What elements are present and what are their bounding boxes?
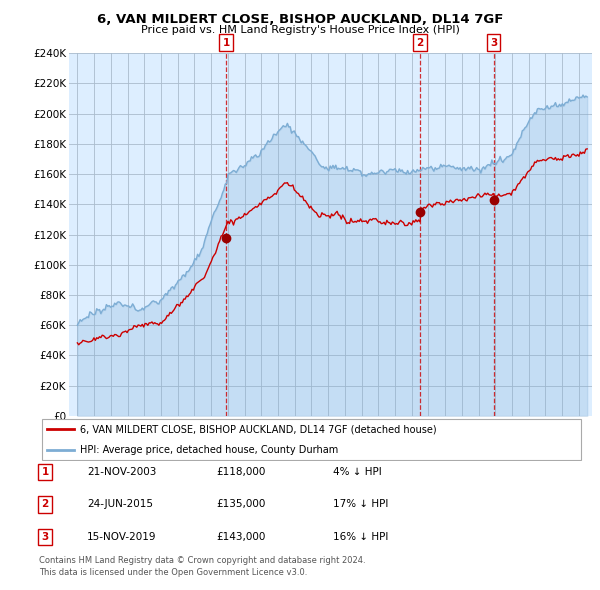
FancyBboxPatch shape <box>42 419 581 460</box>
Text: HPI: Average price, detached house, County Durham: HPI: Average price, detached house, Coun… <box>80 445 338 455</box>
Text: 2: 2 <box>41 500 49 509</box>
Text: 1: 1 <box>223 38 230 48</box>
Text: 1: 1 <box>41 467 49 477</box>
Text: 6, VAN MILDERT CLOSE, BISHOP AUCKLAND, DL14 7GF: 6, VAN MILDERT CLOSE, BISHOP AUCKLAND, D… <box>97 13 503 26</box>
Text: £143,000: £143,000 <box>216 532 265 542</box>
Text: 3: 3 <box>41 532 49 542</box>
Text: Price paid vs. HM Land Registry's House Price Index (HPI): Price paid vs. HM Land Registry's House … <box>140 25 460 35</box>
Text: 17% ↓ HPI: 17% ↓ HPI <box>333 500 388 509</box>
Text: £118,000: £118,000 <box>216 467 265 477</box>
Text: 15-NOV-2019: 15-NOV-2019 <box>87 532 157 542</box>
Text: 21-NOV-2003: 21-NOV-2003 <box>87 467 157 477</box>
Text: This data is licensed under the Open Government Licence v3.0.: This data is licensed under the Open Gov… <box>39 568 307 577</box>
Text: 6, VAN MILDERT CLOSE, BISHOP AUCKLAND, DL14 7GF (detached house): 6, VAN MILDERT CLOSE, BISHOP AUCKLAND, D… <box>80 424 437 434</box>
Text: 24-JUN-2015: 24-JUN-2015 <box>87 500 153 509</box>
Text: £135,000: £135,000 <box>216 500 265 509</box>
Text: 3: 3 <box>490 38 497 48</box>
Text: 2: 2 <box>416 38 424 48</box>
Text: 4% ↓ HPI: 4% ↓ HPI <box>333 467 382 477</box>
Text: Contains HM Land Registry data © Crown copyright and database right 2024.: Contains HM Land Registry data © Crown c… <box>39 556 365 565</box>
Text: 16% ↓ HPI: 16% ↓ HPI <box>333 532 388 542</box>
